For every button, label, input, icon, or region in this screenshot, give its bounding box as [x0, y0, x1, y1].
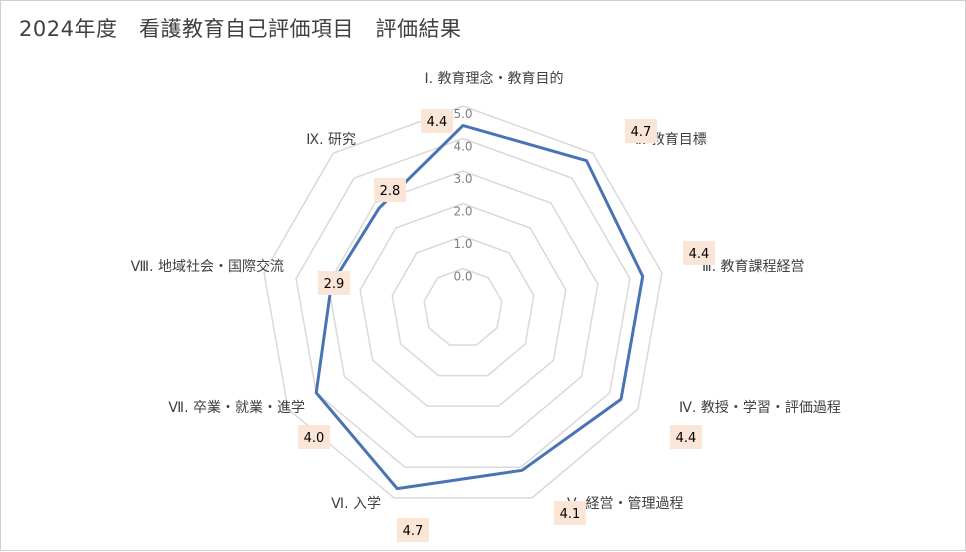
grid-ring-3 — [327, 170, 599, 438]
data-label-bg-4 — [670, 425, 702, 449]
chart-title: 2024年度 看護教育自己評価項目 評価結果 — [19, 17, 462, 41]
tick-label-3: 3.0 — [453, 172, 472, 186]
grid-ring-1 — [391, 235, 535, 377]
grid-ring-2 — [359, 202, 567, 407]
category-label-5: Ⅴ. 経営・管理過程 — [567, 496, 683, 512]
tick-label-2: 2.0 — [453, 205, 472, 219]
tick-label-5: 5.0 — [453, 107, 472, 121]
data-label-bg-2 — [625, 119, 657, 143]
data-label-bg-5 — [554, 501, 586, 525]
data-label-bg-7 — [298, 425, 330, 449]
category-label-7: Ⅶ. 卒業・就業・進学 — [168, 400, 305, 416]
data-label-bg-6 — [397, 518, 429, 542]
data-label-2: 4.7 — [631, 125, 652, 140]
tick-label-1: 1.0 — [453, 237, 472, 251]
category-label-8: Ⅷ. 地域社会・国際交流 — [131, 258, 284, 275]
data-label-6: 4.7 — [403, 524, 424, 539]
category-label-1: Ⅰ. 教育理念・教育目的 — [424, 70, 563, 87]
category-label-4: Ⅳ. 教授・学習・評価過程 — [679, 400, 841, 416]
series-line — [314, 124, 645, 491]
data-label-4: 4.4 — [676, 431, 697, 446]
tick-label-4: 4.0 — [453, 140, 472, 154]
data-label-bg-9 — [374, 178, 406, 202]
grid-ring-0 — [423, 267, 503, 346]
data-label-9: 2.8 — [380, 184, 401, 199]
data-label-7: 4.0 — [304, 431, 325, 446]
category-label-3: Ⅲ. 教育課程経営 — [702, 259, 805, 275]
category-label-9: Ⅸ. 研究 — [306, 132, 356, 148]
data-label-3: 4.4 — [689, 247, 710, 262]
data-label-8: 2.9 — [324, 277, 345, 292]
data-label-5: 4.1 — [560, 507, 581, 522]
data-label-bg-1 — [421, 109, 453, 133]
tick-label-0: 0.0 — [453, 270, 472, 284]
grid-ring-5 — [263, 105, 663, 499]
data-label-bg-3 — [683, 241, 715, 265]
data-label-1: 4.4 — [427, 115, 448, 130]
grid-ring-4 — [295, 137, 631, 469]
data-label-bg-8 — [318, 271, 350, 295]
category-label-6: Ⅵ. 入学 — [331, 496, 381, 512]
